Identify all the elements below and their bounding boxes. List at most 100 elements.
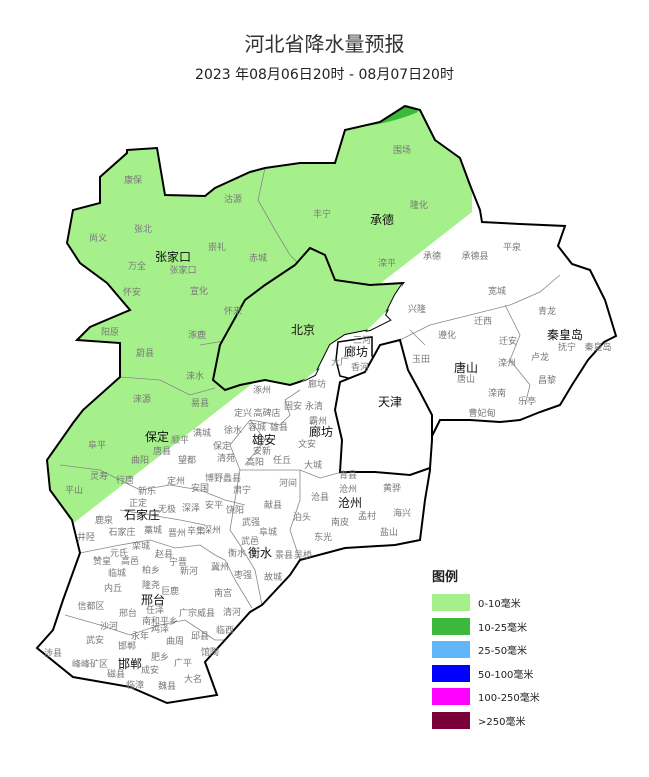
- county-label: 南皮: [331, 516, 349, 528]
- county-label: 徐水: [224, 424, 242, 436]
- county-label: 永清: [305, 400, 323, 412]
- county-label: 孟村: [358, 510, 376, 522]
- county-label: 青县: [339, 469, 357, 481]
- legend-label: 100-250毫米: [478, 693, 540, 705]
- county-label: 沙河: [100, 620, 118, 632]
- county-label: 涿州: [253, 385, 271, 396]
- county-label: 冀州: [211, 561, 229, 573]
- county-label: 兴隆: [408, 303, 426, 315]
- county-label: 香河: [351, 361, 369, 373]
- county-label: 平山: [65, 485, 83, 496]
- county-label: 三河: [353, 334, 371, 346]
- county-label: 尚义: [89, 232, 107, 244]
- county-label: 张北: [134, 224, 152, 235]
- legend-label: 10-25毫米: [478, 622, 528, 634]
- tianjin-region: [333, 338, 433, 477]
- legend-swatch: [432, 711, 470, 729]
- county-label: 枣强: [234, 570, 252, 581]
- county-label: 泊头: [293, 512, 311, 523]
- prefecture-label: 秦皇岛: [547, 327, 583, 342]
- county-label: 清河: [223, 606, 241, 618]
- county-label: 盐山: [380, 526, 398, 538]
- county-label: 无极: [158, 503, 176, 515]
- county-label: 信都区: [77, 600, 104, 612]
- district-boundary: [79, 539, 226, 561]
- county-label: 乐亭: [518, 395, 536, 407]
- county-label: 武强: [242, 516, 260, 528]
- district-boundary: [64, 614, 225, 641]
- county-label: 定兴: [234, 407, 252, 419]
- county-label: 承德: [423, 250, 441, 262]
- county-label: 万全: [128, 260, 146, 272]
- county-label: 唐山: [457, 373, 475, 385]
- prefecture-label: 沧州: [338, 495, 362, 510]
- county-label: 曲阳: [131, 455, 149, 466]
- county-label: 抚宁: [558, 341, 576, 353]
- county-label: 怀来: [224, 305, 242, 317]
- county-label: 保定: [213, 440, 231, 452]
- county-label: 峰峰矿区: [72, 658, 108, 670]
- county-label: 临城: [108, 567, 126, 579]
- district-boundary: [229, 469, 263, 606]
- district-boundary: [399, 274, 561, 341]
- county-label: 昌黎: [538, 374, 556, 386]
- county-label: 定州: [167, 475, 185, 487]
- beijing-white-part: [300, 283, 403, 383]
- district-boundary: [59, 464, 246, 506]
- county-label: 任丘: [273, 454, 291, 466]
- county-label: 广宗威县: [179, 607, 215, 619]
- legend-item: 100-250毫米: [432, 685, 540, 709]
- county-label: 曹妃甸: [468, 407, 495, 419]
- county-label: 衡水: [228, 547, 246, 559]
- county-label: 广平: [174, 657, 192, 669]
- county-label: 南宫: [214, 587, 232, 599]
- county-label: 崇礼: [208, 241, 226, 253]
- county-label: 秦皇岛: [584, 341, 611, 353]
- county-label: 高碑店: [253, 407, 280, 419]
- county-label: 正定: [129, 497, 147, 509]
- county-label: 故城: [264, 571, 282, 583]
- county-label: 献县: [264, 499, 282, 511]
- county-label: 涿鹿: [188, 329, 206, 341]
- legend-label: 0-10毫米: [478, 599, 521, 611]
- county-label: 涞水: [186, 370, 204, 382]
- legend-swatch: [432, 594, 470, 612]
- forecast-period: 2023 年08月06日20时 - 08月07日20时: [195, 67, 454, 83]
- county-label: 平泉: [503, 241, 521, 253]
- prefecture-label: 邯郸: [118, 656, 142, 671]
- county-label: 围场: [393, 145, 411, 156]
- district-boundary: [409, 329, 426, 346]
- county-label: 宁晋: [169, 556, 187, 568]
- county-label: 藁城: [144, 524, 162, 536]
- prefecture-label: 石家庄: [124, 507, 160, 522]
- legend-title: 图例: [432, 570, 459, 585]
- county-label: 望都: [178, 454, 196, 466]
- county-label: 武邑: [241, 535, 259, 547]
- county-label: 清苑: [217, 452, 235, 464]
- county-label: 阜平: [88, 439, 106, 451]
- county-label: 博野蠡县: [205, 472, 241, 484]
- county-label: 曲周: [166, 636, 184, 647]
- legend: 图例 0-10毫米 10-25毫米 25-50毫米 50-100毫米 100-250毫米…: [432, 566, 540, 732]
- county-label: 大城: [304, 459, 322, 471]
- legend-item: 25-50毫米: [432, 638, 540, 662]
- prefecture-label: 天津: [378, 395, 402, 409]
- county-label: 宣化: [190, 285, 208, 297]
- county-label: 饶阳: [226, 504, 244, 516]
- county-label: 顺平: [171, 435, 189, 446]
- county-label: 霸州: [309, 416, 327, 427]
- district-boundary: [504, 304, 531, 406]
- county-label: 高阳: [246, 456, 264, 468]
- county-label: 吴桥: [294, 549, 312, 561]
- county-label: 邢台: [119, 607, 137, 619]
- county-label: 鸡泽: [151, 623, 169, 635]
- county-label: 海兴: [393, 507, 411, 519]
- prefecture-label: 唐山: [454, 360, 478, 375]
- county-label: 固安: [284, 400, 302, 412]
- county-label: 临西: [216, 624, 234, 636]
- county-label: 魏县: [158, 680, 176, 692]
- county-label: 阳原: [101, 327, 119, 338]
- county-label: 安新: [253, 445, 271, 457]
- county-label: 沽源: [224, 193, 242, 205]
- county-label: 沧县: [311, 491, 329, 503]
